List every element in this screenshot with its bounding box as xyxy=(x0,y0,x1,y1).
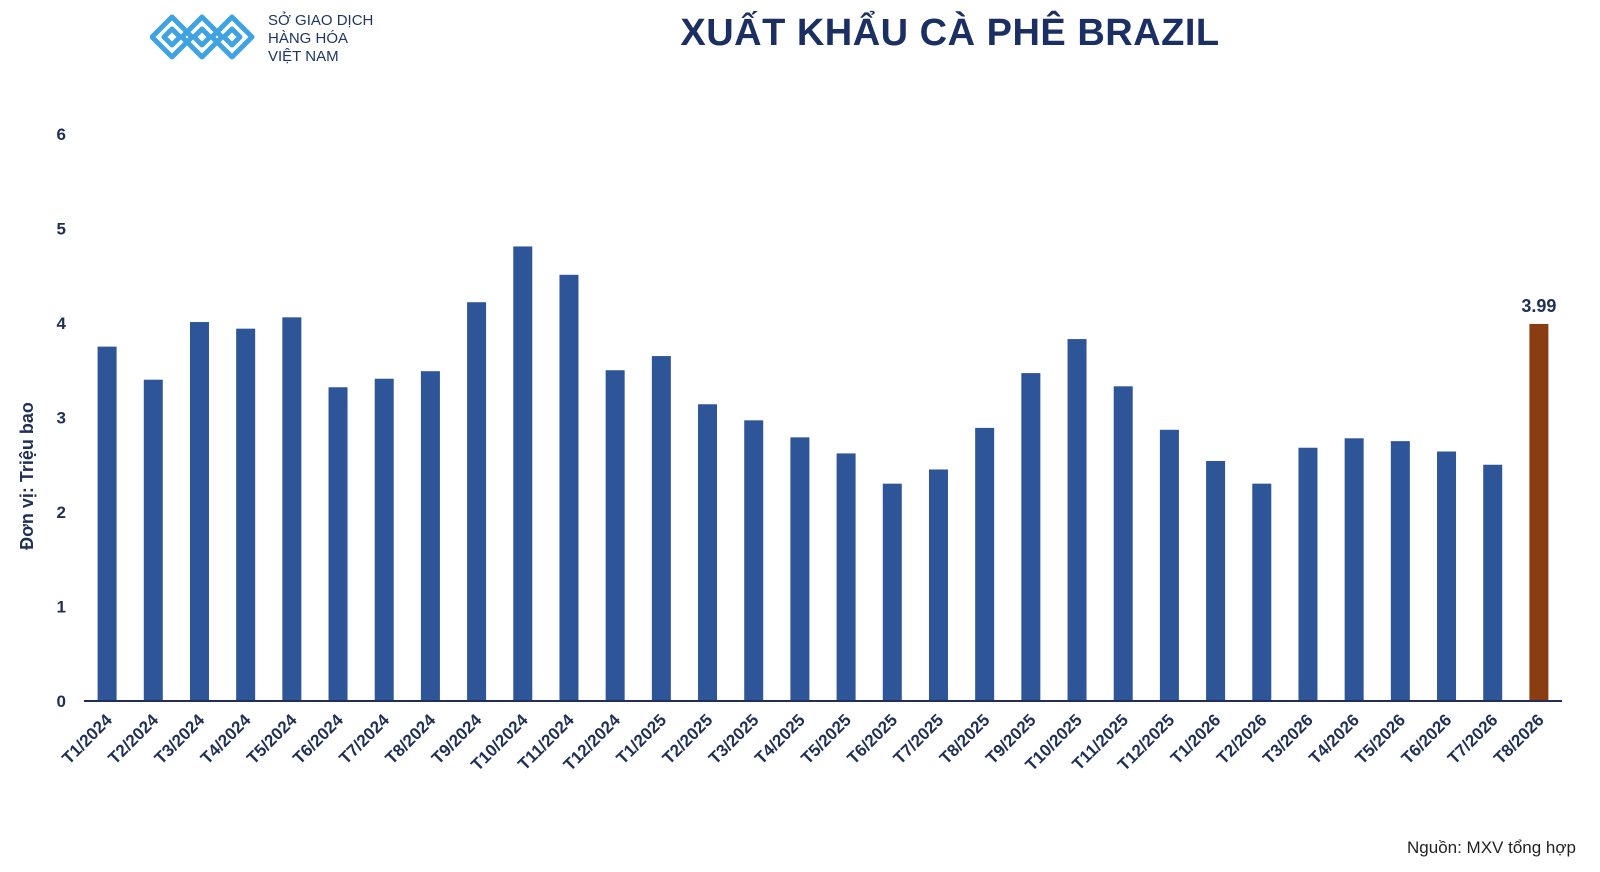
bar xyxy=(882,483,902,701)
x-axis-ticks: T1/2024T2/2024T3/2024T4/2024T5/2024T6/20… xyxy=(58,710,1547,775)
x-tick-label: T3/2025 xyxy=(705,710,763,768)
x-tick-label: T5/2024 xyxy=(243,710,301,768)
bar xyxy=(1067,339,1087,701)
x-tick-label: T2/2026 xyxy=(1213,710,1271,768)
bar xyxy=(1206,460,1226,701)
bar xyxy=(236,328,256,701)
y-tick-label: 0 xyxy=(57,692,66,711)
x-tick-label: T6/2024 xyxy=(289,710,347,768)
bar xyxy=(328,387,348,701)
x-tick-label: T4/2024 xyxy=(197,710,255,768)
logo-line-2: HÀNG HÓA xyxy=(268,30,349,47)
logo-line-3: VIỆT NAM xyxy=(268,48,339,65)
bar xyxy=(1390,441,1410,701)
bar xyxy=(374,378,394,701)
y-tick-label: 4 xyxy=(57,314,67,333)
bar xyxy=(1344,438,1364,701)
bar xyxy=(975,427,995,701)
bar xyxy=(651,356,671,701)
logo: SỞ GIAO DỊCH HÀNG HÓA VIỆT NAM xyxy=(150,10,400,70)
x-tick-label: T5/2026 xyxy=(1352,710,1410,768)
bar xyxy=(1437,451,1457,701)
x-tick-label: T2/2024 xyxy=(105,710,163,768)
bar xyxy=(420,371,440,701)
y-tick-label: 3 xyxy=(57,409,66,428)
y-tick-label: 2 xyxy=(57,503,66,522)
y-tick-label: 1 xyxy=(57,598,66,617)
x-tick-label: T1/2024 xyxy=(58,710,116,768)
bar xyxy=(143,379,163,701)
bar xyxy=(467,302,487,701)
bar xyxy=(1159,429,1179,701)
bar xyxy=(605,370,625,701)
x-tick-label: T1/2025 xyxy=(613,710,671,768)
logo-line-1: SỞ GIAO DỊCH xyxy=(268,12,374,29)
bar xyxy=(836,453,856,701)
bar xyxy=(282,317,302,701)
x-tick-label: T7/2025 xyxy=(890,710,948,768)
x-tick-label: T8/2026 xyxy=(1490,710,1548,768)
x-tick-label: T1/2026 xyxy=(1167,710,1225,768)
bar xyxy=(1298,447,1318,701)
x-tick-label: T8/2025 xyxy=(936,710,994,768)
x-tick-label: T3/2026 xyxy=(1259,710,1317,768)
x-tick-label: T5/2025 xyxy=(797,710,855,768)
bar xyxy=(559,274,579,701)
bar xyxy=(1529,323,1549,701)
bar xyxy=(513,246,533,701)
bar xyxy=(1483,464,1503,701)
logo-mark-icon xyxy=(150,14,255,60)
data-labels: 3.99 xyxy=(1521,296,1556,316)
bar xyxy=(1021,373,1041,701)
x-tick-label: T3/2024 xyxy=(151,710,209,768)
bar xyxy=(189,322,209,701)
x-tick-label: T4/2026 xyxy=(1305,710,1363,768)
logo-text: SỞ GIAO DỊCH HÀNG HÓA VIỆT NAM xyxy=(268,12,373,66)
bar xyxy=(790,437,810,701)
chart-title: XUẤT KHẨU CÀ PHÊ BRAZIL xyxy=(680,12,1220,54)
y-tick-label: 5 xyxy=(57,220,66,239)
x-tick-label: T7/2026 xyxy=(1444,710,1502,768)
y-tick-label: 6 xyxy=(57,125,66,144)
y-axis-ticks: 0 1 2 3 4 5 6 xyxy=(57,125,67,711)
bar xyxy=(1252,483,1272,701)
bar xyxy=(928,469,948,701)
x-tick-label: T6/2026 xyxy=(1398,710,1456,768)
bar xyxy=(698,404,718,701)
bar xyxy=(1113,386,1133,701)
source-note: Nguồn: MXV tổng hợp xyxy=(1407,838,1576,857)
x-tick-label: T6/2025 xyxy=(844,710,902,768)
bars xyxy=(97,246,1549,701)
x-tick-label: T8/2024 xyxy=(382,710,440,768)
x-tick-label: T7/2024 xyxy=(335,710,393,768)
data-label: 3.99 xyxy=(1521,296,1556,316)
bar xyxy=(744,420,764,701)
bar xyxy=(97,346,117,701)
y-axis-label: Đơn vị: Triệu bao xyxy=(17,402,37,550)
x-tick-label: T2/2025 xyxy=(659,710,717,768)
x-tick-label: T4/2025 xyxy=(751,710,809,768)
